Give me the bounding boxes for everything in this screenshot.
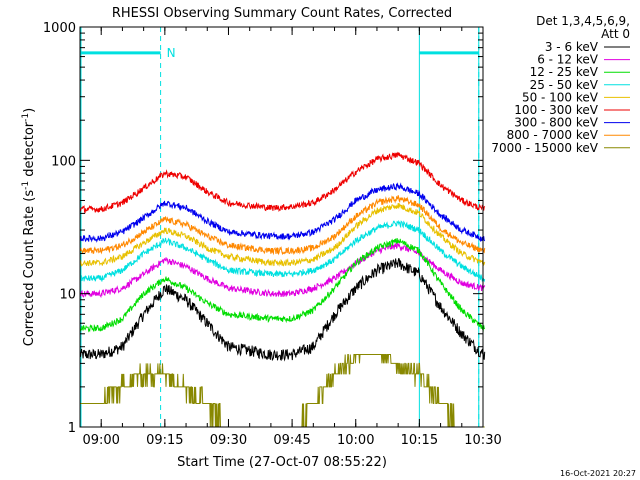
legend-label: 800 - 7000 keV bbox=[507, 128, 599, 142]
series-lines bbox=[79, 151, 486, 428]
series-line bbox=[79, 195, 486, 256]
x-tick-label: 09:15 bbox=[146, 433, 183, 448]
legend-label: 12 - 25 keV bbox=[530, 65, 599, 79]
y-tick-label: 1 bbox=[68, 421, 76, 436]
y-tick-label: 10 bbox=[59, 288, 76, 303]
legend-label: 100 - 300 keV bbox=[514, 103, 598, 117]
series-line bbox=[79, 238, 486, 333]
night-saa-markers: N bbox=[80, 27, 480, 427]
plot-frame bbox=[79, 26, 484, 428]
y-axis: 1 10 100 1000 bbox=[43, 21, 483, 436]
series-line bbox=[79, 257, 486, 362]
x-axis: 09:00 09:15 09:30 09:45 10:00 10:15 10:30 bbox=[82, 27, 502, 448]
legend-label: 25 - 50 keV bbox=[530, 78, 599, 92]
series-line bbox=[79, 203, 486, 267]
footer-timestamp: 16-Oct-2021 20:27 bbox=[560, 469, 636, 478]
series-line bbox=[79, 151, 486, 214]
chart-title: RHESSI Observing Summary Count Rates, Co… bbox=[112, 6, 452, 21]
x-tick-label: 10:30 bbox=[464, 433, 501, 448]
night-label: N bbox=[167, 46, 176, 60]
series-line bbox=[79, 219, 486, 283]
y-axis-title: Corrected Count Rate (s-1 detector-1) bbox=[21, 108, 37, 346]
x-tick-label: 10:15 bbox=[401, 433, 438, 448]
x-tick-label: 09:30 bbox=[210, 433, 247, 448]
y-tick-label: 100 bbox=[51, 154, 76, 169]
legend-label: 6 - 12 keV bbox=[537, 53, 599, 67]
x-tick-label: 10:00 bbox=[337, 433, 374, 448]
legend-label: 300 - 800 keV bbox=[514, 116, 598, 130]
y-tick-label: 1000 bbox=[43, 21, 76, 36]
legend-title-attenuator: Att 0 bbox=[601, 27, 630, 41]
x-tick-label: 09:00 bbox=[82, 433, 119, 448]
x-tick-label: 09:45 bbox=[273, 433, 310, 448]
series-line bbox=[79, 241, 486, 299]
legend-label: 7000 - 15000 keV bbox=[491, 141, 598, 155]
x-axis-title: Start Time (27-Oct-07 08:55:22) bbox=[177, 455, 387, 470]
legend-label: 50 - 100 keV bbox=[522, 90, 599, 104]
series-line bbox=[80, 354, 485, 428]
series-line bbox=[79, 182, 486, 243]
legend-label: 3 - 6 keV bbox=[545, 40, 599, 54]
legend-title-detectors: Det 1,3,4,5,6,9, bbox=[536, 14, 630, 28]
